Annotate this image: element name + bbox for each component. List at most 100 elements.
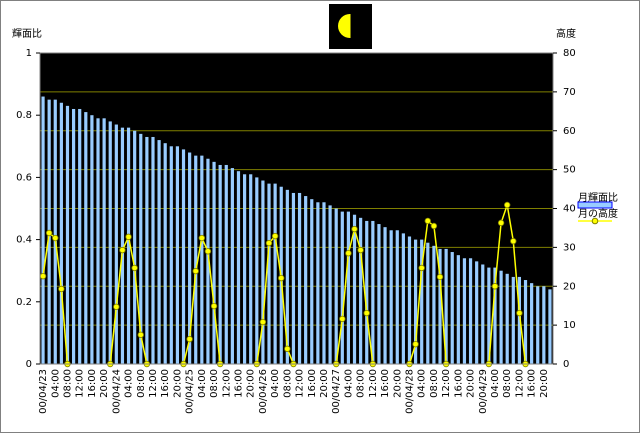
- x-tick-label: 12:00: [441, 369, 452, 398]
- bar: [371, 220, 375, 364]
- y2-tick-label: 0: [563, 359, 569, 370]
- y2-tick-label: 50: [563, 165, 576, 176]
- x-tick-label: 16:00: [527, 369, 538, 398]
- bar: [145, 136, 149, 364]
- y2-tick-label: 70: [563, 87, 576, 98]
- bar: [523, 280, 528, 364]
- x-tick-label: 00/04/27: [331, 369, 342, 414]
- bar: [487, 267, 491, 364]
- y-axis-title: 輝面比: [12, 28, 42, 40]
- bar: [169, 146, 173, 364]
- x-tick-label: 20:00: [319, 369, 330, 398]
- line-marker: [125, 233, 132, 241]
- bar: [365, 220, 369, 364]
- bar: [139, 133, 143, 364]
- bar: [432, 245, 436, 364]
- x-tick-label: 12:00: [221, 369, 232, 398]
- bar: [310, 199, 314, 364]
- x-tick-label: 08:00: [209, 369, 220, 398]
- y2-tick-label: 30: [563, 242, 576, 253]
- bar: [359, 217, 363, 364]
- line-marker: [345, 250, 352, 257]
- line-marker: [363, 309, 370, 317]
- bar: [548, 289, 552, 364]
- x-tick-label: 08:00: [502, 369, 513, 398]
- x-tick-label: 04:00: [270, 369, 281, 398]
- x-tick-label: 20:00: [99, 369, 110, 398]
- bar: [126, 127, 131, 364]
- bar: [120, 127, 125, 364]
- y2-tick-label: 80: [563, 48, 576, 59]
- x-tick-label: 00/04/28: [404, 369, 415, 414]
- bar: [450, 252, 454, 364]
- x-tick-label: 20:00: [466, 369, 477, 398]
- bar: [517, 276, 522, 364]
- bar: [530, 283, 534, 364]
- bar: [78, 108, 82, 364]
- bar: [194, 155, 198, 364]
- bar: [188, 152, 192, 364]
- bar: [108, 121, 112, 364]
- x-tick-label: 08:00: [429, 369, 440, 398]
- y2-tick-label: 40: [563, 204, 576, 215]
- line-marker: [284, 345, 291, 353]
- bar: [481, 264, 485, 364]
- bar: [328, 205, 332, 364]
- line-marker: [113, 303, 120, 311]
- bar: [462, 258, 467, 364]
- x-tick-label: 12:00: [295, 369, 306, 398]
- x-tick-label: 08:00: [282, 369, 293, 398]
- bar: [377, 224, 381, 364]
- line-marker: [198, 234, 206, 242]
- line-marker: [357, 246, 364, 254]
- bar: [304, 196, 308, 364]
- line-marker: [424, 217, 432, 225]
- bar: [175, 146, 180, 364]
- bar: [163, 143, 167, 364]
- x-tick-label: 04:00: [417, 369, 428, 398]
- y-tick-label: 0.4: [16, 235, 32, 246]
- x-tick-label: 00/04/24: [111, 369, 122, 414]
- x-tick-label: 04:00: [197, 369, 208, 398]
- line-marker: [430, 222, 438, 230]
- bar: [157, 140, 161, 364]
- x-tick-label: 20:00: [172, 369, 183, 398]
- y2-tick-label: 60: [563, 126, 576, 137]
- bar: [71, 108, 76, 364]
- x-tick-label: 16:00: [453, 369, 464, 398]
- x-tick-label: 12:00: [75, 369, 86, 398]
- bar: [224, 164, 228, 364]
- line-marker: [265, 239, 273, 247]
- line-marker: [271, 232, 279, 240]
- bar: [133, 130, 137, 364]
- x-tick-label: 16:00: [307, 369, 318, 398]
- line-marker: [58, 285, 65, 293]
- bar: [456, 255, 460, 364]
- bar: [401, 233, 405, 364]
- line-marker: [418, 264, 425, 272]
- bar: [255, 177, 259, 364]
- bar: [230, 168, 234, 364]
- bar: [352, 214, 357, 364]
- x-tick-label: 12:00: [514, 369, 525, 398]
- line-marker: [45, 229, 53, 237]
- bar: [181, 149, 186, 364]
- x-tick-label: 20:00: [539, 369, 550, 398]
- y-tick-label: 1: [26, 48, 32, 59]
- y-tick-label: 0.2: [16, 297, 32, 308]
- line-marker: [497, 219, 505, 227]
- bar: [322, 202, 326, 364]
- bar: [53, 99, 57, 365]
- bar: [206, 158, 210, 364]
- bar: [291, 192, 296, 364]
- x-tick-label: 04:00: [490, 369, 501, 398]
- line-marker: [412, 340, 419, 348]
- x-tick-label: 16:00: [380, 369, 391, 398]
- x-tick-label: 20:00: [246, 369, 257, 398]
- legend-label: 月の高度: [578, 207, 618, 220]
- x-tick-label: 16:00: [160, 369, 171, 398]
- y2-tick-label: 10: [563, 320, 576, 331]
- bar: [236, 171, 241, 364]
- x-tick-label: 08:00: [136, 369, 147, 398]
